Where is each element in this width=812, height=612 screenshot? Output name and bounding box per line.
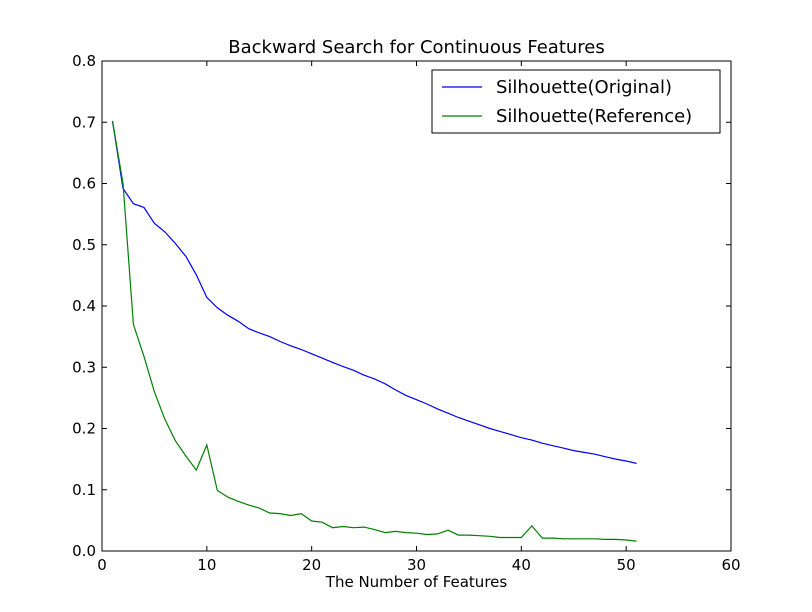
x-tick-label: 50 bbox=[617, 556, 636, 574]
tick-layer: 0 10 20 30 40 50 60 0.0 0.1 0.2 0.3 0.4 0.5 0.6 0.7 0.8 bbox=[72, 52, 740, 574]
y-tick-label: 0.0 bbox=[72, 542, 96, 560]
y-tick-label: 0.4 bbox=[72, 297, 96, 315]
chart-title: Backward Search for Continuous Features bbox=[228, 37, 605, 58]
x-tick-label: 10 bbox=[197, 556, 216, 574]
y-tick-label: 0.5 bbox=[72, 236, 96, 254]
legend-label-1: Silhouette(Original) bbox=[496, 77, 672, 98]
y-tick-label: 0.7 bbox=[72, 113, 96, 131]
series-line-1 bbox=[111, 120, 637, 464]
x-tick-label: 40 bbox=[512, 556, 531, 574]
x-tick-label: 0 bbox=[97, 556, 107, 574]
x-tick-label: 60 bbox=[721, 556, 740, 574]
y-tick-label: 0.6 bbox=[72, 175, 96, 193]
x-tick-label: 30 bbox=[407, 556, 426, 574]
legend: Silhouette(Original) Silhouette(Reference… bbox=[431, 69, 721, 134]
legend-box bbox=[431, 69, 721, 134]
x-axis-label: The Number of Features bbox=[325, 573, 508, 591]
legend-label-2: Silhouette(Reference) bbox=[496, 106, 692, 127]
y-tick-label: 0.2 bbox=[72, 420, 96, 438]
series-line-2 bbox=[111, 120, 637, 542]
x-tick-label: 20 bbox=[302, 556, 321, 574]
y-tick-label: 0.3 bbox=[72, 358, 96, 376]
series-layer bbox=[111, 120, 637, 542]
y-tick-label: 0.8 bbox=[72, 52, 96, 70]
y-tick-label: 0.1 bbox=[72, 481, 96, 499]
